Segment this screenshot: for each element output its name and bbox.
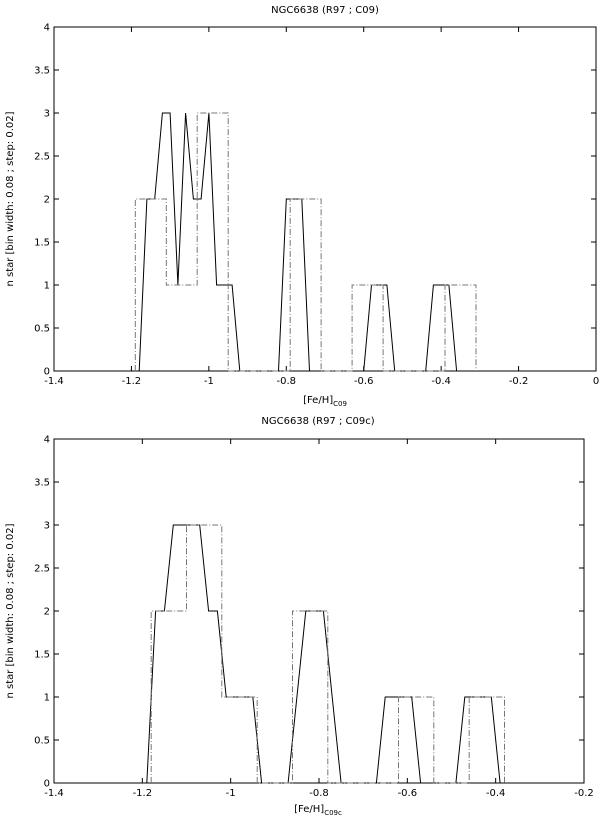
x-tick-label-bottom: -1 [226, 788, 236, 799]
x-axis-label-main-top: [Fe/H] [303, 395, 333, 406]
y-tick-label-bottom: 1.5 [34, 650, 50, 661]
x-tick-label-bottom: -1.4 [44, 788, 64, 799]
y-tick-label-top: 2.5 [34, 152, 50, 163]
x-axis-label-sub-bottom: C09c [324, 809, 342, 817]
y-axis-label-top: n star [bin width: 0.08 ; step: 0.02] [5, 111, 16, 286]
y-tick-label-bottom: 0.5 [34, 736, 50, 747]
chart-panel-top: NGC6638 (R97 ; C09) n star [bin width: 0… [5, 5, 599, 408]
chart-title-bottom: NGC6638 (R97 ; C09c) [261, 416, 374, 427]
x-tick-label-top: -1.4 [44, 376, 64, 387]
plot-area-bottom: -1.4 -1.2 -1 -0.8 -0.6 -0.4 -0.2 0 0.5 1 1.5 2 2.5 3 3… [34, 435, 594, 800]
x-tick-label-top: -0.4 [431, 376, 451, 387]
x-tick-label-bottom: -0.8 [309, 788, 329, 799]
chart-title-top: NGC6638 (R97 ; C09) [271, 5, 379, 16]
plot-area-top: -1.4 -1.2 -1 -0.8 -0.6 -0.4 -0.2 0 0 0.5 1 1.5 2 2.5 3… [34, 23, 599, 388]
y-tick-label-bottom: 1 [44, 693, 50, 704]
series-line-solid-top [54, 112, 596, 372]
x-tick-label-bottom: -1.2 [133, 788, 153, 799]
y-tick-label-bottom: 0 [44, 779, 50, 790]
plot-frame-top [53, 26, 597, 372]
y-tick-label-top: 3.5 [34, 66, 50, 77]
y-tick-label-bottom: 2.5 [34, 564, 50, 575]
x-axis-label-top: [Fe/H]C09 [303, 395, 347, 408]
y-tick-label-top: 4 [44, 23, 50, 34]
x-tick-label-top: -1 [204, 376, 214, 387]
y-tick-label-bottom: 3.5 [34, 478, 50, 489]
x-axis-label-sub-top: C09 [333, 400, 347, 408]
y-tick-label-top: 1 [44, 281, 50, 292]
y-axis-label-text-top: n star [bin width: 0.08 ; step: 0.02] [5, 111, 16, 286]
x-tick-label-top: 0 [593, 376, 599, 387]
series-line-dashdot-top [134, 112, 477, 372]
x-tick-label-top: -1.2 [122, 376, 142, 387]
x-axis-label-main-bottom: [Fe/H] [294, 804, 324, 815]
y-tick-label-bottom: 3 [44, 521, 50, 532]
x-tick-label-bottom: -0.6 [398, 788, 418, 799]
x-tick-label-top: -0.8 [277, 376, 297, 387]
y-tick-label-top: 1.5 [34, 238, 50, 249]
chart-panel-bottom: NGC6638 (R97 ; C09c) n star [bin width: … [5, 416, 594, 817]
x-tick-label-top: -0.2 [509, 376, 529, 387]
x-tick-label-bottom: -0.2 [574, 788, 594, 799]
y-tick-label-bottom: 4 [44, 435, 50, 446]
series-line-dashdot-bottom [150, 524, 505, 784]
y-tick-label-top: 0.5 [34, 324, 50, 335]
y-tick-label-bottom: 2 [44, 607, 50, 618]
y-axis-label-bottom: n star [bin width: 0.08 ; step: 0.02] [5, 523, 16, 698]
y-tick-label-top: 3 [44, 109, 50, 120]
y-tick-label-top: 0 [44, 367, 50, 378]
x-axis-label-bottom: [Fe/H]C09c [294, 804, 342, 817]
x-tick-label-top: -0.6 [354, 376, 374, 387]
y-tick-label-top: 2 [44, 195, 50, 206]
x-tick-label-bottom: -0.4 [486, 788, 506, 799]
y-axis-label-text-bottom: n star [bin width: 0.08 ; step: 0.02] [5, 523, 16, 698]
